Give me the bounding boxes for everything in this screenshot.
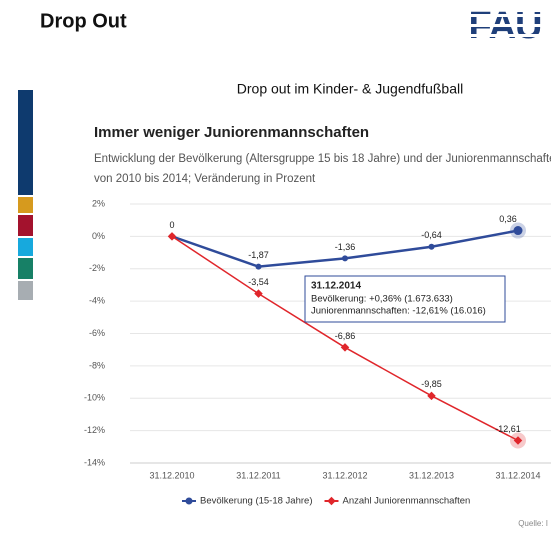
chart-subtitle: Entwicklung der Bevölkerung (Altersgrupp… <box>94 153 551 165</box>
marker <box>167 232 177 241</box>
heading: Drop out im Kinder- & Jugendfußball <box>237 81 463 97</box>
color-bar <box>18 197 33 213</box>
y-tick-label: -10% <box>84 393 105 403</box>
legend-marker <box>327 496 336 506</box>
marker <box>255 263 262 270</box>
chart-panel <box>88 116 551 531</box>
x-tick-label: 31.12.2012 <box>322 470 367 480</box>
data-label: -0,64 <box>421 230 442 240</box>
marker <box>513 226 523 236</box>
y-tick-label: -8% <box>89 360 105 370</box>
logo-stripe <box>460 14 550 17</box>
tooltip-line: Juniorenmannschaften: -12,61% (16.016) <box>311 306 486 317</box>
x-tick-label: 31.12.2013 <box>409 470 454 480</box>
data-label: -3,54 <box>248 277 269 287</box>
y-tick-label: -6% <box>89 328 105 338</box>
data-label: 0 <box>169 220 174 230</box>
marker <box>513 436 523 445</box>
marker <box>428 243 435 250</box>
data-label: -9,85 <box>421 379 442 389</box>
data-label: -1,36 <box>335 242 356 252</box>
color-bar <box>18 90 33 195</box>
color-bar <box>18 215 33 236</box>
color-bar <box>18 281 33 300</box>
marker <box>427 391 436 401</box>
color-bar <box>18 258 33 279</box>
legend-marker <box>185 497 193 505</box>
chart-title: Immer weniger Juniorenmannschaften <box>94 124 369 141</box>
data-label: 0,36 <box>499 214 517 224</box>
logo-stripe <box>460 34 550 37</box>
marker <box>342 255 348 262</box>
tooltip-title: 31.12.2014 <box>311 281 361 292</box>
tooltip-box <box>304 275 506 323</box>
y-tick-label: -4% <box>89 296 105 306</box>
data-label: -1,87 <box>248 250 269 260</box>
tooltip-line: Bevölkerung: +0,36% (1.673.633) <box>311 294 453 305</box>
y-tick-label: -14% <box>84 457 105 467</box>
legend-label: Bevölkerung (15-18 Jahre) <box>200 496 312 507</box>
logo-stripe <box>460 24 550 27</box>
marker <box>340 343 350 352</box>
x-tick-label: 31.12.2010 <box>149 470 194 480</box>
y-tick-label: 0% <box>92 231 105 241</box>
y-tick-label: -2% <box>89 263 105 273</box>
data-label: -12,61 <box>495 424 521 434</box>
marker <box>254 289 263 298</box>
data-label: -6,86 <box>335 331 356 341</box>
source: Quelle: I <box>518 519 548 528</box>
x-tick-label: 31.12.2011 <box>236 470 280 480</box>
legend-label: Anzahl Juniorenmannschaften <box>342 496 470 507</box>
y-tick-label: 2% <box>92 198 105 208</box>
y-tick-label: -12% <box>84 425 105 435</box>
x-tick-label: 31.12.2014 <box>495 470 540 480</box>
chart-subtitle: von 2010 bis 2014; Veränderung in Prozen… <box>94 173 316 185</box>
slide-title: Drop Out <box>40 10 127 32</box>
color-bar <box>18 238 33 256</box>
